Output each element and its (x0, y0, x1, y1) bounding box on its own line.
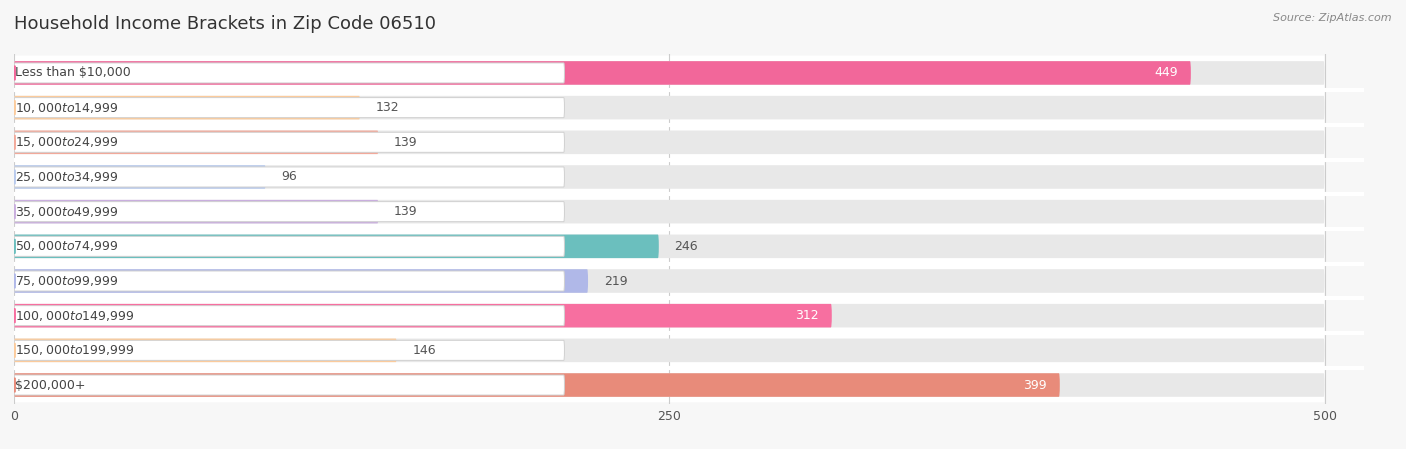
Text: $200,000+: $200,000+ (15, 379, 86, 392)
Text: $75,000 to $99,999: $75,000 to $99,999 (15, 274, 120, 288)
FancyBboxPatch shape (14, 304, 1324, 327)
FancyBboxPatch shape (14, 61, 1324, 85)
FancyBboxPatch shape (14, 56, 1324, 90)
Text: 139: 139 (394, 136, 418, 149)
FancyBboxPatch shape (14, 165, 266, 189)
FancyBboxPatch shape (14, 202, 564, 222)
FancyBboxPatch shape (14, 333, 1324, 368)
FancyBboxPatch shape (14, 234, 659, 258)
FancyBboxPatch shape (14, 200, 1324, 224)
FancyBboxPatch shape (14, 63, 564, 83)
Text: 132: 132 (375, 101, 399, 114)
FancyBboxPatch shape (14, 125, 1324, 160)
Text: 399: 399 (1024, 379, 1046, 392)
FancyBboxPatch shape (14, 234, 1324, 258)
Text: 312: 312 (794, 309, 818, 322)
FancyBboxPatch shape (14, 96, 1324, 119)
Text: $10,000 to $14,999: $10,000 to $14,999 (15, 101, 120, 114)
FancyBboxPatch shape (14, 131, 378, 154)
Text: 96: 96 (281, 171, 297, 184)
Text: $150,000 to $199,999: $150,000 to $199,999 (15, 343, 135, 357)
Text: Source: ZipAtlas.com: Source: ZipAtlas.com (1274, 13, 1392, 23)
FancyBboxPatch shape (14, 269, 588, 293)
FancyBboxPatch shape (14, 375, 564, 395)
FancyBboxPatch shape (14, 194, 1324, 229)
Text: Less than $10,000: Less than $10,000 (15, 66, 131, 79)
FancyBboxPatch shape (14, 368, 1324, 402)
FancyBboxPatch shape (14, 131, 1324, 154)
FancyBboxPatch shape (14, 132, 564, 152)
Text: $100,000 to $149,999: $100,000 to $149,999 (15, 308, 135, 323)
Text: 139: 139 (394, 205, 418, 218)
Text: 146: 146 (412, 344, 436, 357)
FancyBboxPatch shape (14, 339, 1324, 362)
FancyBboxPatch shape (14, 160, 1324, 194)
FancyBboxPatch shape (14, 373, 1324, 397)
FancyBboxPatch shape (14, 373, 1060, 397)
FancyBboxPatch shape (14, 165, 1324, 189)
FancyBboxPatch shape (14, 90, 1324, 125)
FancyBboxPatch shape (14, 264, 1324, 298)
FancyBboxPatch shape (14, 167, 564, 187)
FancyBboxPatch shape (14, 339, 396, 362)
FancyBboxPatch shape (14, 269, 1324, 293)
Text: $35,000 to $49,999: $35,000 to $49,999 (15, 205, 120, 219)
FancyBboxPatch shape (14, 298, 1324, 333)
FancyBboxPatch shape (14, 340, 564, 361)
Text: $50,000 to $74,999: $50,000 to $74,999 (15, 239, 120, 253)
Text: $25,000 to $34,999: $25,000 to $34,999 (15, 170, 120, 184)
Text: Household Income Brackets in Zip Code 06510: Household Income Brackets in Zip Code 06… (14, 15, 436, 33)
Text: 219: 219 (603, 274, 627, 287)
FancyBboxPatch shape (14, 97, 564, 118)
Text: $15,000 to $24,999: $15,000 to $24,999 (15, 135, 120, 150)
Text: 449: 449 (1154, 66, 1178, 79)
Text: 246: 246 (675, 240, 699, 253)
FancyBboxPatch shape (14, 229, 1324, 264)
FancyBboxPatch shape (14, 236, 564, 256)
FancyBboxPatch shape (14, 96, 360, 119)
FancyBboxPatch shape (14, 271, 564, 291)
FancyBboxPatch shape (14, 304, 832, 327)
FancyBboxPatch shape (14, 306, 564, 326)
FancyBboxPatch shape (14, 61, 1191, 85)
FancyBboxPatch shape (14, 200, 378, 224)
